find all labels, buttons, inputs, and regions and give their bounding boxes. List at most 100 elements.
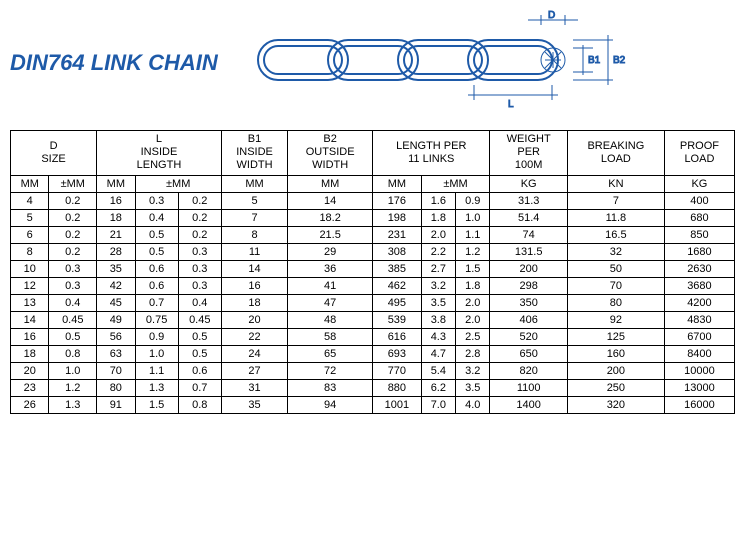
table-cell: 0.4 xyxy=(135,209,178,226)
table-cell: 2.0 xyxy=(421,226,455,243)
table-row: 50.2180.40.2718.21981.81.051.411.8680 xyxy=(11,209,735,226)
unit-row: MM ±MM MM ±MM MM MM MM ±MM KG KN KG xyxy=(11,175,735,192)
table-cell: 0.2 xyxy=(49,243,97,260)
table-cell: 49 xyxy=(97,311,135,328)
table-cell: 0.5 xyxy=(178,328,221,345)
table-cell: 14 xyxy=(221,260,287,277)
table-cell: 14 xyxy=(288,192,373,209)
table-cell: 65 xyxy=(288,345,373,362)
col-breaking: BREAKINGLOAD xyxy=(567,131,664,176)
dim-b2-label: B2 xyxy=(613,55,626,66)
table-cell: 2630 xyxy=(664,260,734,277)
table-cell: 650 xyxy=(490,345,567,362)
table-cell: 83 xyxy=(288,379,373,396)
table-cell: 0.2 xyxy=(178,226,221,243)
table-cell: 1.0 xyxy=(135,345,178,362)
table-cell: 1.3 xyxy=(135,379,178,396)
table-cell: 18 xyxy=(221,294,287,311)
table-cell: 350 xyxy=(490,294,567,311)
table-cell: 3.5 xyxy=(456,379,490,396)
table-cell: 36 xyxy=(288,260,373,277)
page-title: DIN764 LINK CHAIN xyxy=(10,50,218,76)
table-cell: 200 xyxy=(490,260,567,277)
col-b2: B2OUTSIDEWIDTH xyxy=(288,131,373,176)
table-cell: 18 xyxy=(97,209,135,226)
table-row: 261.3911.50.8359410017.04.0140032016000 xyxy=(11,396,735,413)
table-cell: 1.8 xyxy=(421,209,455,226)
table-cell: 0.3 xyxy=(135,192,178,209)
table-cell: 1.0 xyxy=(456,209,490,226)
table-cell: 0.75 xyxy=(135,311,178,328)
table-cell: 4.0 xyxy=(456,396,490,413)
table-cell: 7 xyxy=(567,192,664,209)
table-row: 130.4450.70.418474953.52.0350804200 xyxy=(11,294,735,311)
table-cell: 3.5 xyxy=(421,294,455,311)
table-cell: 176 xyxy=(373,192,422,209)
table-cell: 616 xyxy=(373,328,422,345)
table-cell: 406 xyxy=(490,311,567,328)
table-cell: 0.6 xyxy=(135,277,178,294)
table-cell: 0.4 xyxy=(178,294,221,311)
table-cell: 200 xyxy=(567,362,664,379)
table-cell: 7 xyxy=(221,209,287,226)
table-cell: 820 xyxy=(490,362,567,379)
table-cell: 385 xyxy=(373,260,422,277)
table-cell: 6700 xyxy=(664,328,734,345)
table-cell: 70 xyxy=(97,362,135,379)
table-cell: 8400 xyxy=(664,345,734,362)
table-cell: 0.7 xyxy=(178,379,221,396)
table-cell: 0.2 xyxy=(49,209,97,226)
table-cell: 91 xyxy=(97,396,135,413)
table-cell: 5.4 xyxy=(421,362,455,379)
col-weight: WEIGHTPER100M xyxy=(490,131,567,176)
table-cell: 35 xyxy=(97,260,135,277)
table-cell: 41 xyxy=(288,277,373,294)
table-cell: 80 xyxy=(567,294,664,311)
table-cell: 539 xyxy=(373,311,422,328)
table-cell: 520 xyxy=(490,328,567,345)
table-cell: 2.2 xyxy=(421,243,455,260)
table-cell: 0.4 xyxy=(49,294,97,311)
table-cell: 42 xyxy=(97,277,135,294)
table-cell: 4.3 xyxy=(421,328,455,345)
table-row: 231.2801.30.731838806.23.5110025013000 xyxy=(11,379,735,396)
table-cell: 72 xyxy=(288,362,373,379)
table-cell: 400 xyxy=(664,192,734,209)
table-cell: 3.2 xyxy=(421,277,455,294)
table-cell: 0.5 xyxy=(49,328,97,345)
table-cell: 0.3 xyxy=(178,277,221,294)
table-cell: 1.2 xyxy=(49,379,97,396)
dim-b1-label: B1 xyxy=(588,55,601,66)
table-cell: 16000 xyxy=(664,396,734,413)
table-cell: 1.3 xyxy=(49,396,97,413)
table-cell: 0.8 xyxy=(178,396,221,413)
table-cell: 21 xyxy=(97,226,135,243)
col-d-size: DSIZE xyxy=(11,131,97,176)
table-row: 201.0701.10.627727705.43.282020010000 xyxy=(11,362,735,379)
table-cell: 1680 xyxy=(664,243,734,260)
table-cell: 16.5 xyxy=(567,226,664,243)
table-cell: 11.8 xyxy=(567,209,664,226)
table-cell: 1.6 xyxy=(421,192,455,209)
table-cell: 308 xyxy=(373,243,422,260)
table-cell: 0.6 xyxy=(178,362,221,379)
table-row: 40.2160.30.25141761.60.931.37400 xyxy=(11,192,735,209)
table-cell: 0.5 xyxy=(135,226,178,243)
table-cell: 198 xyxy=(373,209,422,226)
table-cell: 0.2 xyxy=(178,192,221,209)
table-cell: 770 xyxy=(373,362,422,379)
table-cell: 20 xyxy=(221,311,287,328)
chain-diagram: D B1 B2 L xyxy=(248,10,735,115)
table-cell: 680 xyxy=(664,209,734,226)
table-cell: 6 xyxy=(11,226,49,243)
table-cell: 160 xyxy=(567,345,664,362)
table-cell: 4200 xyxy=(664,294,734,311)
table-cell: 18.2 xyxy=(288,209,373,226)
table-cell: 4 xyxy=(11,192,49,209)
table-cell: 26 xyxy=(11,396,49,413)
table-cell: 27 xyxy=(221,362,287,379)
table-cell: 298 xyxy=(490,277,567,294)
col-b1: B1INSIDEWIDTH xyxy=(221,131,287,176)
table-row: 180.8631.00.524656934.72.86501608400 xyxy=(11,345,735,362)
table-cell: 21.5 xyxy=(288,226,373,243)
